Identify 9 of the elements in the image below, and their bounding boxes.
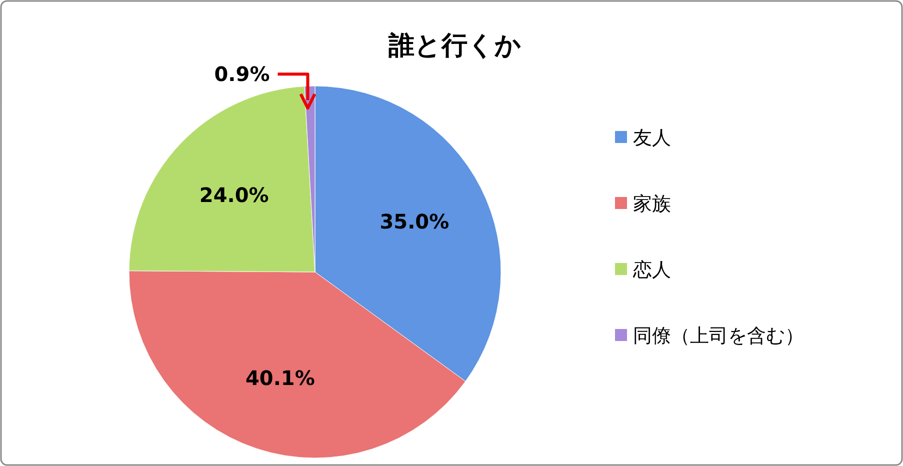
- data-label: 0.9%: [214, 62, 270, 86]
- data-label: 35.0%: [380, 209, 450, 234]
- legend-label: 家族: [633, 193, 671, 215]
- data-label: 40.1%: [245, 366, 315, 390]
- data-label: 24.0%: [199, 183, 269, 208]
- legend-label: 同僚（上司を含む）: [633, 325, 804, 347]
- legend-label: 友人: [633, 127, 671, 149]
- legend-label: 恋人: [632, 259, 671, 281]
- chart-title: 誰と行くか: [388, 31, 522, 61]
